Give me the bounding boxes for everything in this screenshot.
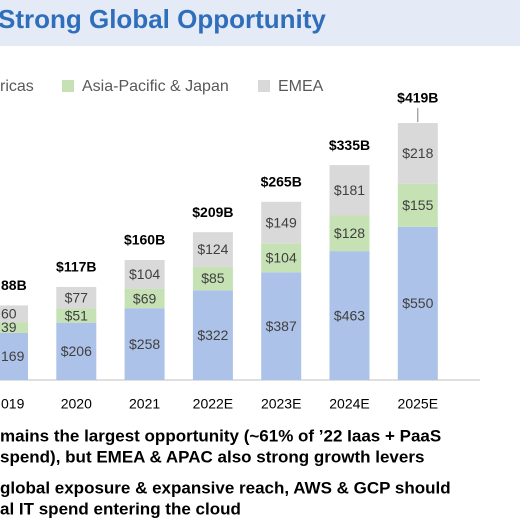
bar-segment [329,165,370,216]
value-label: $258 [129,336,160,352]
total-label: $265B [261,174,302,190]
value-label: 39 [1,319,17,335]
x-tick-label: 2020 [61,396,92,412]
bar-segment [397,183,438,227]
legend-swatch [258,80,270,92]
bar-segment [124,260,165,289]
value-label: 169 [1,348,25,364]
bar-segment [192,290,233,380]
value-label: $206 [61,343,92,359]
value-label: $155 [402,197,433,213]
bar-segment [124,308,165,380]
legend-label: Asia-Pacific & Japan [82,78,229,95]
value-label: $149 [266,214,297,230]
legend-swatch [62,80,74,92]
bar-segment [329,215,370,252]
bar-segment [0,305,28,323]
x-tick-label: 2021 [129,396,160,412]
value-label: $128 [334,225,365,241]
value-label: $77 [65,289,89,305]
total-label: $160B [124,232,165,248]
bar-segment [192,232,233,267]
bar-segment [397,226,438,380]
title-band [0,0,520,46]
note-line: al IT spend entering the cloud [0,499,241,518]
bar-segment [0,322,28,333]
value-label: $124 [197,241,228,257]
total-label: $209B [192,204,233,220]
bar-segment [0,332,28,380]
bar-segment [56,287,97,309]
bar-segment [329,251,370,380]
bar-segment [261,243,302,273]
bar-segment [56,308,97,323]
bar-segment [56,322,97,380]
x-tick-label: 019 [1,396,25,412]
bar-segment [124,288,165,309]
bar-segment [261,272,302,380]
value-label: $51 [65,307,89,323]
value-label: 60 [1,305,17,321]
x-tick-label: 2023E [261,396,301,412]
total-label: 88B [1,277,27,293]
note-line: mains the largest opportunity (~61% of ’… [0,426,441,445]
total-label: $117B [56,259,96,275]
value-label: $550 [402,295,433,311]
legend-label: EMEA [278,78,324,95]
legend-label: ricas [0,78,34,95]
x-tick-label: 2022E [193,396,233,412]
value-label: $69 [133,290,157,306]
total-label: $419B [397,90,438,106]
x-tick-label: 2025E [398,396,438,412]
note-line: spend), but EMEA & APAC also strong grow… [0,447,424,466]
total-label: $335B [329,137,370,153]
bar-segment [261,201,302,244]
bar-segment [397,123,438,184]
value-label: $218 [402,145,433,161]
value-label: $104 [129,266,160,282]
value-label: $104 [266,249,297,265]
value-label: $85 [201,270,225,286]
note-line: global exposure & expansive reach, AWS &… [0,478,451,497]
x-tick-label: 2024E [329,396,369,412]
value-label: $463 [334,307,365,323]
value-label: $322 [197,327,228,343]
value-label: $387 [266,318,297,334]
chart-title: Strong Global Opportunity [0,4,326,34]
value-label: $181 [334,182,365,198]
bar-segment [192,266,233,291]
